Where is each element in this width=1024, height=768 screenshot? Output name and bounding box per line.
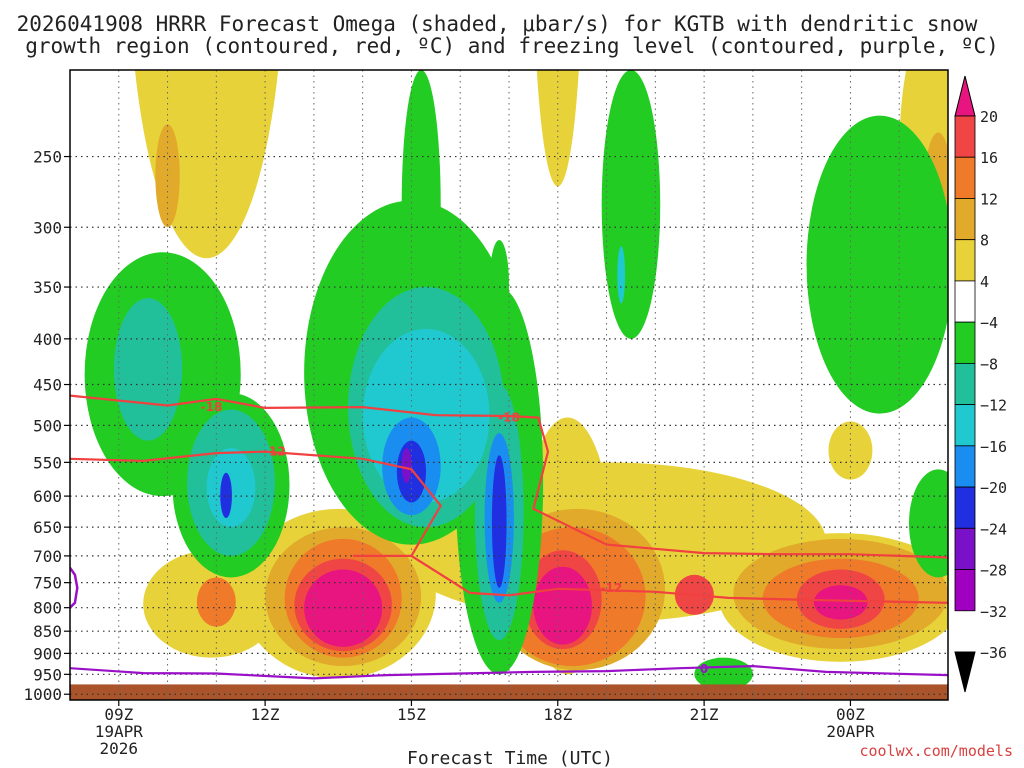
colorbar-label-7: −12 [980,397,1007,415]
y-tick-label-750: 750 [33,574,62,593]
dgz-contour-label-1-1: -12 [601,581,623,595]
y-tick-label-350: 350 [33,278,62,297]
y-tick-label-1000: 1000 [23,685,62,704]
colorbar-swatch-6 [954,321,976,364]
x-tick-label-24: 00Z [836,705,865,724]
chart-title-line-2: growth region (contoured, red, ºC) and f… [25,34,999,58]
dgz-contour-0 [70,394,948,559]
y-tick-label-600: 600 [33,487,62,506]
credit-text: coolwx.com/models [859,742,1013,760]
colorbar-label-5: −4 [980,314,998,332]
contour-layer: -18 -18 -12 -12 0 [70,394,948,680]
x-tick-label-15: 15Z [397,705,426,724]
colorbar-label-2: 12 [980,190,998,208]
omega-region-47 [401,447,412,483]
colorbar-label-0: 20 [980,108,998,126]
omega-region-2 [536,70,579,187]
colorbar-top-arrow [954,75,976,117]
colorbar-swatch-11 [954,527,976,570]
colorbar-label-6: −8 [980,355,998,373]
omega-region-46 [491,455,507,588]
omega-region-17 [196,577,236,627]
colorbar-label-8: −16 [980,438,1007,456]
freezing-level-edge-contour [70,567,79,609]
y-tick-label-550: 550 [33,453,62,472]
colorbar-swatch-4 [954,239,976,282]
colorbar-bottom-arrow [954,651,976,693]
colorbar-label-12: −32 [980,603,1007,621]
omega-region-31 [806,115,948,414]
omega-region-45 [220,472,232,519]
grid-layer [70,70,948,700]
colorbar-label-10: −24 [980,520,1007,538]
chart-title-line-1: 2026041908 HRRR Forecast Omega (shaded, … [17,12,978,36]
omega-region-32 [908,469,948,578]
y-tick-label-450: 450 [33,376,62,395]
omega-region-41 [617,246,626,304]
colorbar-label-13: −36 [980,644,1007,662]
x-tick-sublabel-9-0: 19APR [95,722,144,741]
colorbar: 20 16 12 8 4 −4 −8 −12 −16 −20 −24 −28 −32 −36 [954,75,1007,693]
x-tick-sublabel-24-0: 20APR [826,722,875,741]
y-tick-label-800: 800 [33,599,62,618]
colorbar-swatch-1 [954,115,976,158]
omega-region-23 [533,566,592,645]
colorbar-swatch-9 [954,445,976,488]
y-tick-label-500: 500 [33,416,62,435]
colorbar-swatch-5 [954,280,976,323]
colorbar-label-1: 16 [980,149,998,167]
y-tick-label-400: 400 [33,330,62,349]
colorbar-label-11: −28 [980,562,1007,580]
freezing-level-contour [70,664,948,680]
omega-region-22 [304,569,383,647]
dgz-contour-label-0-0: -18 [201,400,223,414]
colorbar-label-9: −20 [980,479,1007,497]
y-tick-label-700: 700 [33,547,62,566]
omega-region-24 [813,585,868,620]
dgz-contour-label-0-1: -18 [498,411,520,425]
y-tick-label-250: 250 [33,148,62,167]
x-tick-label-18: 18Z [543,705,572,724]
y-tick-label-650: 650 [33,518,62,537]
colorbar-swatch-12 [954,569,976,612]
freezing-level-label: 0 [700,662,708,676]
colorbar-swatch-7 [954,362,976,406]
colorbar-swatch-3 [954,198,976,241]
y-tick-label-300: 300 [33,218,62,237]
dgz-contour-1 [70,450,948,604]
y-tick-label-900: 900 [33,644,62,663]
y-axis: 250 300 350 400 450 500 550 600 650 700 750 800 850 9… [23,148,70,704]
colorbar-swatch-10 [954,486,976,529]
omega-region-34 [489,239,509,330]
x-axis-label: Forecast Time (UTC) [407,748,613,768]
y-tick-label-950: 950 [33,665,62,684]
colorbar-label-3: 8 [980,232,989,250]
colorbar-label-4: 4 [980,273,989,291]
x-tick-label-12: 12Z [251,705,280,724]
colorbar-swatch-8 [954,404,976,447]
omega-region-35 [113,297,183,441]
omega-shading-layer [84,70,948,691]
omega-region-30 [601,70,661,339]
y-tick-label-850: 850 [33,622,62,641]
x-tick-label-9: 09Z [104,705,133,724]
dgz-contour-label-1-0: -12 [264,445,286,459]
x-tick-sublabel-9-1: 2026 [100,739,139,758]
colorbar-swatch-2 [954,156,976,199]
x-tick-label-21: 21Z [690,705,719,724]
